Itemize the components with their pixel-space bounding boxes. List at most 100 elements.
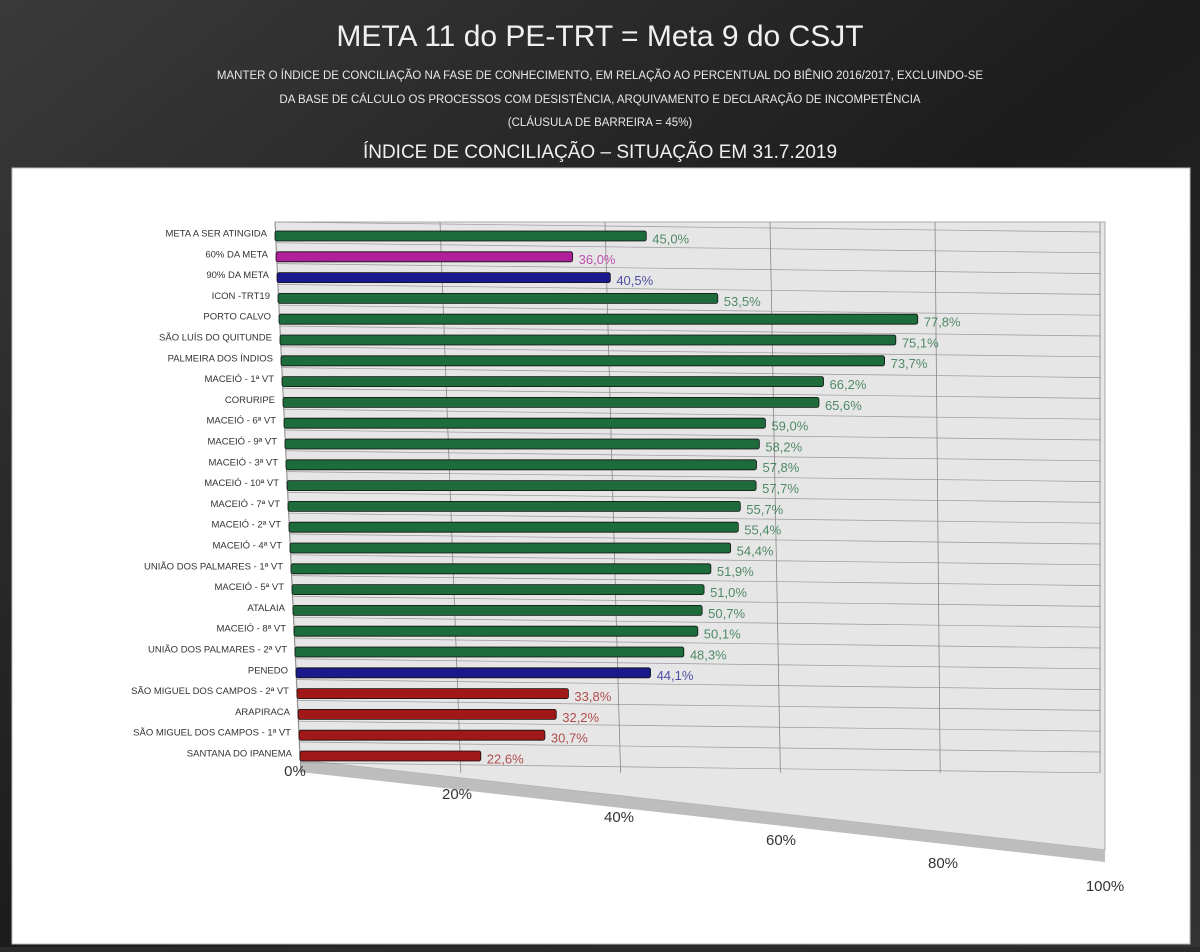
row-line xyxy=(282,388,1101,399)
category-label: UNIÃO DOS PALMARES - 1ª VT xyxy=(144,561,283,572)
row-line xyxy=(280,346,1101,358)
row-line xyxy=(284,429,1101,441)
bar xyxy=(285,459,757,471)
bar xyxy=(296,688,569,699)
bar xyxy=(289,542,732,554)
bar xyxy=(281,376,824,388)
category-label: ARAPIRACA xyxy=(235,707,291,718)
value-label: 57,8% xyxy=(762,460,799,475)
value-label: 32,2% xyxy=(562,710,599,725)
value-label: 40,5% xyxy=(616,273,653,288)
bar xyxy=(292,605,703,616)
category-label: SANTANA DO IPANEMA xyxy=(187,749,293,760)
subtitle-line: MANTER O ÍNDICE DE CONCILIAÇÃO NA FASE D… xyxy=(217,69,984,82)
value-label: 30,7% xyxy=(551,731,588,746)
bar xyxy=(278,313,919,325)
row-line xyxy=(293,616,1101,628)
bar xyxy=(276,272,611,284)
row-line xyxy=(297,700,1101,711)
category-label: MACEIÓ - 2ª VT xyxy=(212,520,282,531)
value-label: 51,9% xyxy=(717,564,754,579)
bar xyxy=(299,750,482,762)
value-label: 55,4% xyxy=(744,523,781,538)
category-label: SÃO MIGUEL DOS CAMPOS - 2ª VT xyxy=(131,686,289,697)
x-tick-label: 100% xyxy=(1086,878,1124,895)
category-label: MACEIÓ - 5ª VT xyxy=(215,582,285,593)
row-line xyxy=(288,512,1101,524)
subtitle-line: DA BASE DE CÁLCULO OS PROCESSOS COM DESI… xyxy=(279,93,920,106)
row-line xyxy=(287,492,1101,503)
value-label: 77,8% xyxy=(924,315,961,330)
x-tick-label: 60% xyxy=(766,832,796,849)
bar xyxy=(282,396,820,408)
category-label: MACEIÓ - 1ª VT xyxy=(205,374,275,385)
row-line xyxy=(300,762,1101,774)
value-label: 50,1% xyxy=(704,627,741,642)
category-label: ATALAIA xyxy=(247,603,285,614)
value-label: 73,7% xyxy=(891,356,928,371)
row-line xyxy=(281,367,1101,378)
category-label: CORURIPE xyxy=(225,395,275,406)
grid-line xyxy=(769,221,781,773)
category-label: PALMEIRA DOS ÍNDIOS xyxy=(168,353,273,364)
bar xyxy=(291,584,705,595)
row-line xyxy=(276,263,1101,274)
row-line xyxy=(283,408,1101,420)
grid-line xyxy=(274,221,302,773)
x-tick-label: 0% xyxy=(284,763,306,780)
bar xyxy=(286,480,757,492)
bar xyxy=(277,292,719,304)
category-label: SÃO LUÍS DO QUITUNDE xyxy=(159,333,272,344)
x-tick-label: 80% xyxy=(928,855,958,872)
bar xyxy=(288,521,739,533)
row-line xyxy=(298,720,1101,732)
bar xyxy=(297,709,557,720)
bar xyxy=(283,417,766,429)
bar xyxy=(294,646,685,658)
row-line xyxy=(277,284,1101,295)
value-label: 50,7% xyxy=(708,606,745,621)
value-label: 22,6% xyxy=(487,751,524,766)
grid-line xyxy=(604,221,621,773)
row-line xyxy=(291,575,1101,586)
row-line xyxy=(274,221,1101,233)
bar xyxy=(298,729,546,741)
category-label: MACEIÓ - 10ª VT xyxy=(204,478,279,489)
grid-line xyxy=(934,221,941,773)
bar xyxy=(287,500,741,512)
value-label: 36,0% xyxy=(579,252,616,267)
category-label: 60% DA META xyxy=(205,249,268,260)
row-line xyxy=(292,596,1101,607)
value-label: 33,8% xyxy=(574,689,611,704)
value-label: 48,3% xyxy=(690,647,727,662)
row-line xyxy=(289,533,1101,545)
bar xyxy=(280,355,886,367)
value-label: 51,0% xyxy=(710,585,747,600)
row-line xyxy=(275,242,1101,254)
bar xyxy=(290,563,712,575)
category-label: MACEIÓ - 7ª VT xyxy=(211,499,281,510)
row-line xyxy=(290,554,1101,566)
bar xyxy=(279,334,897,346)
row-line xyxy=(299,741,1101,753)
row-line xyxy=(279,325,1101,337)
category-label: MACEIÓ - 8ª VT xyxy=(217,624,287,635)
bar xyxy=(284,438,760,450)
grid-line xyxy=(439,221,462,773)
category-label: ICON -TRT19 xyxy=(212,291,270,302)
chart-title: ÍNDICE DE CONCILIAÇÃO – SITUAÇÃO EM 31.7… xyxy=(363,141,837,163)
bar xyxy=(295,667,651,679)
value-label: 65,6% xyxy=(825,398,862,413)
category-label: MACEIÓ - 9ª VT xyxy=(208,437,278,448)
row-line xyxy=(285,450,1101,462)
category-label: UNIÃO DOS PALMARES - 2ª VT xyxy=(148,645,287,656)
category-label: MACEIÓ - 4ª VT xyxy=(213,541,283,552)
title: META 11 do PE-TRT = Meta 9 do CSJT xyxy=(336,20,863,53)
row-line xyxy=(278,304,1101,316)
row-line xyxy=(294,637,1101,649)
value-label: 53,5% xyxy=(724,294,761,309)
value-label: 75,1% xyxy=(902,335,939,350)
category-label: 90% DA META xyxy=(206,270,269,281)
